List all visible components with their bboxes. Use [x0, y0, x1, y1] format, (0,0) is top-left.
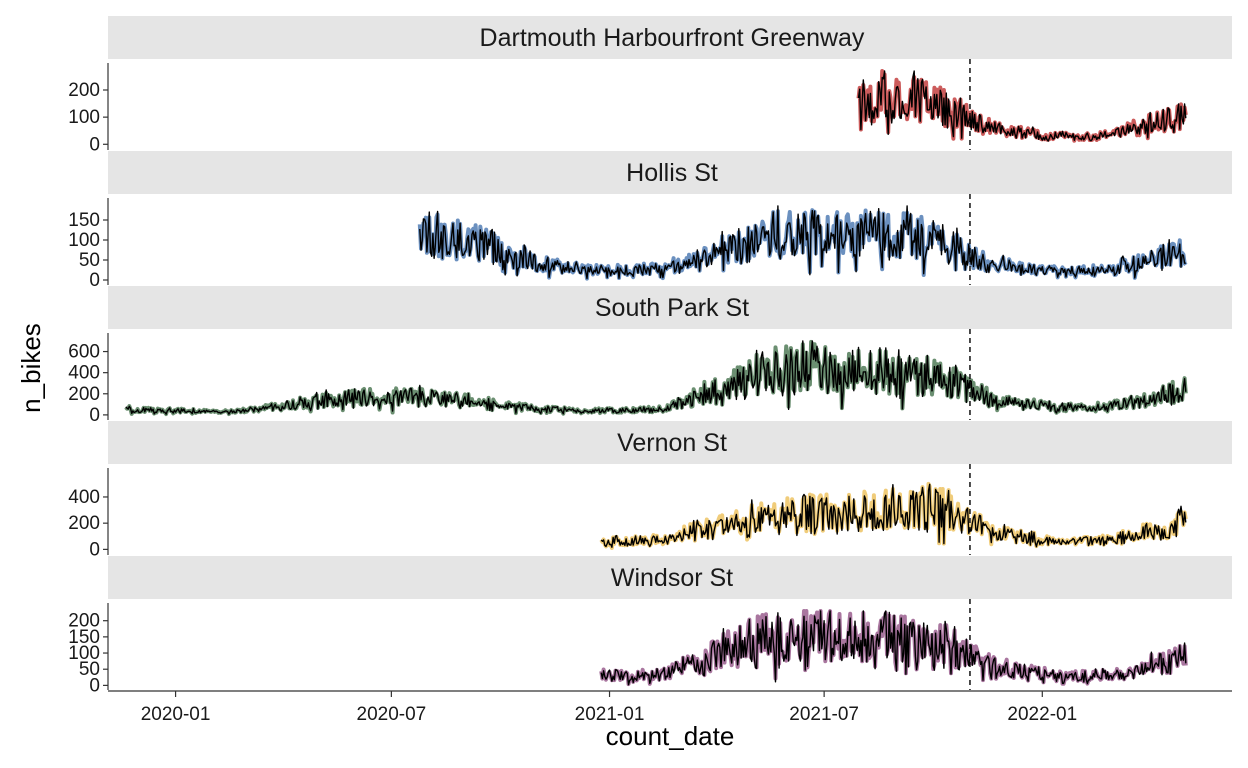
y-tick-label: 200 [68, 611, 100, 632]
y-tick-label: 0 [89, 675, 100, 696]
y-tick-label: 0 [89, 270, 100, 291]
facet-dartmouth-harbourfront-greenway: Dartmouth Harbourfront Greenway 0 100 200 [68, 16, 1232, 155]
y-tick-label: 150 [68, 627, 100, 648]
x-tick-label: 2022-01 [1007, 704, 1077, 725]
series-fitted-line [419, 205, 1186, 280]
facet-strip [108, 556, 1232, 599]
facet-strip-label: Dartmouth Harbourfront Greenway [480, 24, 865, 52]
facet-strip-label: Windsor St [611, 564, 733, 592]
y-tick-label: 600 [68, 342, 100, 363]
y-tick-label: 50 [79, 659, 100, 680]
y-tick-label: 0 [89, 405, 100, 426]
y-tick-label: 400 [68, 363, 100, 384]
facet-strip [108, 151, 1232, 194]
series-fitted-line [600, 610, 1187, 686]
x-axis-title: count_date [606, 721, 735, 751]
y-tick-label: 100 [68, 107, 100, 128]
facet-vernon-st: Vernon St 0 200 400 [68, 421, 1232, 560]
y-tick-label: 150 [68, 210, 100, 231]
x-tick-label: 2020-01 [141, 704, 211, 725]
y-tick-label: 0 [89, 134, 100, 155]
facet-strip-label: Hollis St [626, 159, 718, 187]
series-fitted-line [125, 340, 1187, 415]
y-tick-label: 200 [68, 513, 100, 534]
facet-strip [108, 421, 1232, 464]
series-fitted-line [600, 483, 1187, 548]
y-tick-label: 400 [68, 487, 100, 508]
x-tick-label: 2021-01 [575, 704, 645, 725]
y-tick-label: 0 [89, 539, 100, 560]
facet-strip [108, 16, 1232, 59]
y-tick-label: 200 [68, 80, 100, 101]
facet-strip-label: Vernon St [617, 429, 727, 457]
facet-strip [108, 286, 1232, 329]
y-axis-title: n_bikes [16, 323, 46, 413]
y-tick-label: 200 [68, 384, 100, 405]
x-tick-label: 2021-07 [789, 704, 859, 725]
y-tick-label: 50 [79, 250, 100, 271]
series-fitted-line [857, 70, 1187, 142]
y-tick-label: 100 [68, 230, 100, 251]
y-tick-label: 100 [68, 643, 100, 664]
facet-strip-label: South Park St [595, 294, 749, 322]
x-axis: 2020-01 2020-07 2021-01 2021-07 2022-01 [108, 690, 1232, 725]
facets-layer: Dartmouth Harbourfront Greenway 0 100 200 Ho… [68, 16, 1232, 696]
x-tick-label: 2020-07 [357, 704, 427, 725]
